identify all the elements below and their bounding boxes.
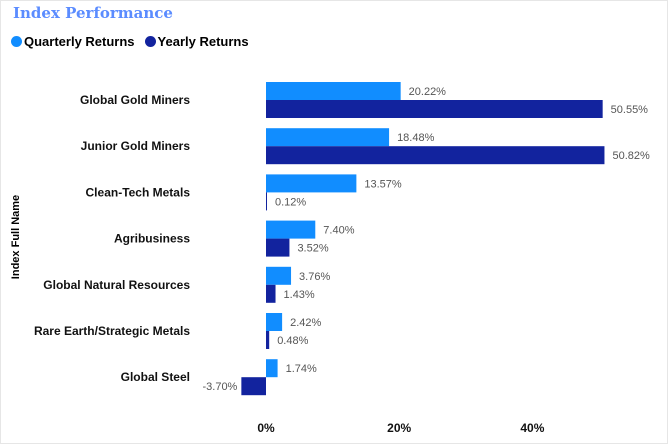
data-label: 3.76% [299, 271, 330, 283]
bar-yearly [266, 192, 267, 211]
data-label: 13.57% [364, 178, 402, 190]
x-tick-label: 20% [387, 421, 411, 435]
bar-yearly [266, 284, 276, 303]
bar-yearly [266, 238, 290, 257]
data-label: 0.48% [277, 335, 308, 347]
chart-title: Index Performance [13, 4, 173, 22]
legend-dot-icon [144, 36, 156, 47]
legend-item-quarterly[interactable]: Quarterly Returns [11, 34, 135, 49]
category-label: Rare Earth/Strategic Metals [34, 324, 190, 338]
category-label: Junior Gold Miners [81, 139, 191, 153]
x-tick-label: 40% [520, 421, 544, 435]
category-label: Global Natural Resources [43, 278, 190, 292]
category-label: Global Steel [121, 370, 190, 384]
bar-quarterly [266, 220, 316, 239]
data-label: 2.42% [290, 317, 321, 329]
bar-quarterly [266, 359, 278, 378]
bar-quarterly [266, 174, 357, 193]
bar-yearly [266, 331, 270, 349]
bar-quarterly [266, 266, 292, 285]
bar-yearly [266, 146, 605, 165]
data-label: 50.55% [611, 104, 649, 116]
data-label: 3.52% [297, 243, 328, 255]
bar-yearly [241, 377, 266, 396]
data-label: 18.48% [397, 132, 435, 144]
bar-quarterly [266, 82, 401, 100]
data-label: -3.70% [202, 381, 237, 393]
data-label: 1.74% [286, 363, 317, 375]
bar-quarterly [266, 128, 390, 147]
x-tick-label: 0% [257, 421, 275, 435]
category-label: Agribusiness [114, 232, 190, 246]
category-label: Clean-Tech Metals [86, 185, 191, 199]
data-label: 1.43% [284, 289, 315, 301]
data-label: 50.82% [612, 150, 650, 162]
legend: Quarterly Returns Yearly Returns [11, 34, 255, 49]
legend-item-yearly[interactable]: Yearly Returns [144, 34, 249, 49]
legend-dot-icon [11, 36, 22, 47]
legend-label: Yearly Returns [157, 34, 249, 49]
category-label: Global Gold Miners [80, 93, 190, 107]
data-label: 20.22% [409, 86, 447, 98]
data-label: 7.40% [323, 225, 354, 237]
legend-label: Quarterly Returns [24, 34, 135, 49]
data-label: 0.12% [275, 196, 306, 208]
bar-quarterly [266, 313, 283, 331]
bar-yearly [266, 100, 603, 118]
